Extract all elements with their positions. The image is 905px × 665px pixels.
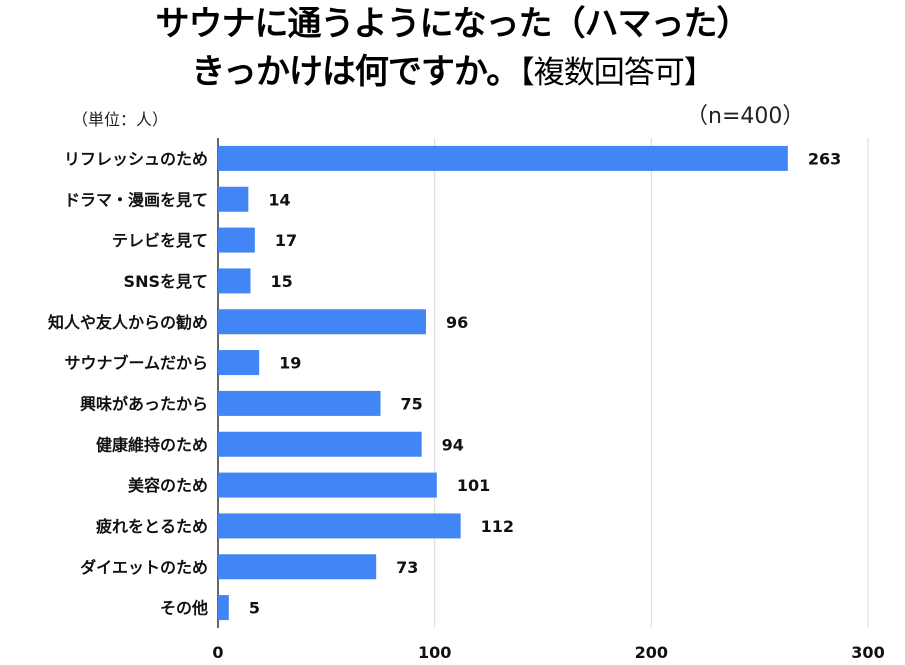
category-label: 知人や友人からの勧め [48, 313, 208, 332]
x-tick-label: 0 [212, 643, 223, 662]
bar [218, 186, 249, 212]
data-label: 14 [268, 190, 290, 209]
chart-title-line1: サウナに通うようになった（ハマった） [155, 4, 751, 44]
chart-title-question: きっかけは何ですか。 [191, 52, 520, 92]
category-label: 健康維持のため [96, 435, 208, 454]
data-label: 5 [249, 599, 260, 618]
x-tick-label: 200 [635, 643, 668, 662]
category-label: 興味があったから [80, 394, 208, 413]
data-label: 94 [442, 435, 464, 454]
bar [218, 227, 255, 253]
chart-title-note: 【複数回答可】 [519, 55, 714, 91]
bar [218, 513, 461, 539]
bar [218, 350, 260, 376]
data-label: 101 [457, 476, 490, 495]
bar [218, 145, 788, 171]
x-tick-label: 100 [418, 643, 451, 662]
bar [218, 472, 437, 498]
data-label: 17 [275, 231, 297, 250]
bar [218, 309, 426, 335]
data-label: 15 [271, 272, 293, 291]
bar [218, 268, 251, 294]
data-label: 112 [481, 517, 514, 536]
bar [218, 390, 381, 416]
bar [218, 431, 422, 457]
x-tick-label: 300 [851, 643, 884, 662]
category-label: 美容のため [128, 476, 208, 495]
data-label: 96 [446, 313, 468, 332]
category-label: ダイエットのため [80, 558, 208, 577]
category-label: サウナブームだから [64, 354, 208, 373]
data-label: 263 [808, 149, 841, 168]
category-label: リフレッシュのため [64, 149, 208, 168]
unit-label: （単位：人） [72, 110, 169, 129]
data-label: 19 [279, 354, 301, 373]
category-label: テレビを見て [112, 231, 208, 250]
category-label: 疲れをとるため [96, 517, 208, 536]
bar [218, 554, 377, 580]
sample-size-label: （n=400） [686, 104, 805, 129]
category-label: その他 [160, 599, 208, 618]
category-label: SNSを見て [124, 272, 208, 291]
bar [218, 595, 229, 621]
data-label: 73 [396, 558, 418, 577]
data-label: 75 [401, 394, 423, 413]
category-label: ドラマ・漫画を見て [64, 190, 208, 209]
chart-title-line2: きっかけは何ですか。【複数回答可】 [0, 52, 905, 93]
